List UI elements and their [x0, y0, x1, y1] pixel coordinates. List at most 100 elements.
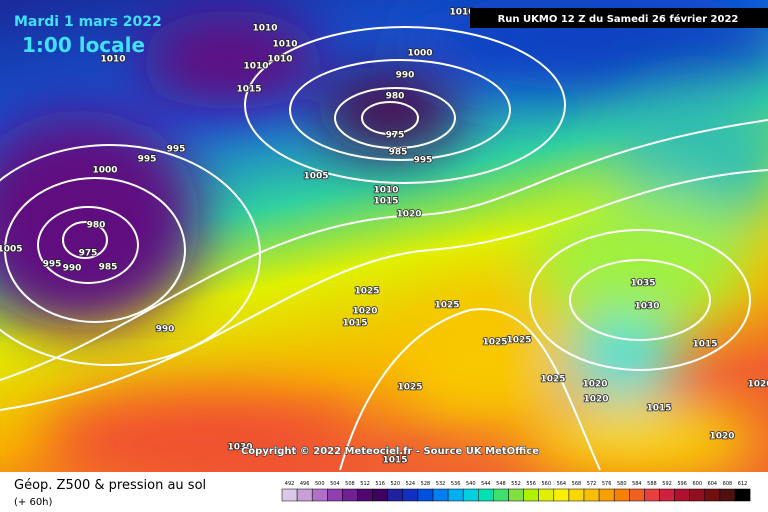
isobar-label: 1025	[354, 287, 379, 297]
isobar-label: 1010	[373, 186, 398, 196]
legend-swatch	[417, 488, 434, 502]
legend-swatch	[583, 488, 600, 502]
legend-level: 580	[617, 481, 627, 487]
legend-level: 608	[723, 481, 733, 487]
isobar-label: 1020	[352, 307, 377, 317]
legend-level: 596	[677, 481, 687, 487]
legend-level: 500	[315, 481, 325, 487]
isobar-label: 1010	[267, 55, 292, 65]
isobar-label: 1010	[252, 24, 277, 34]
isobar-label: 1000	[407, 49, 432, 59]
legend-level: 576	[602, 481, 612, 487]
isobar-label: 1025	[506, 336, 531, 346]
legend-swatch	[281, 488, 298, 502]
legend-swatch	[357, 488, 373, 502]
copyright: Copyright © 2022 Meteociel.fr - Source U…	[241, 446, 539, 457]
legend-level: 560	[541, 481, 551, 487]
legend-swatch	[478, 488, 494, 502]
legend-swatch	[659, 488, 675, 502]
run-info: Run UKMO 12 Z du Samedi 26 février 2022	[498, 13, 739, 25]
isobar-label: 1010	[100, 55, 125, 65]
isobar-label: 995	[167, 145, 186, 155]
isobar-label: 1010	[272, 40, 297, 50]
footer-lead: (+ 60h)	[14, 497, 53, 508]
isobar-label: 990	[396, 71, 415, 81]
legend-level: 604	[708, 481, 718, 487]
legend-swatch	[523, 488, 539, 502]
isobar-label: 985	[99, 263, 118, 273]
isobar-label: 990	[156, 325, 175, 335]
legend-level: 516	[375, 481, 385, 487]
isobar-label: 1025	[434, 301, 459, 311]
isobar-label: 1020	[582, 380, 607, 390]
isobar-label: 1015	[692, 340, 717, 350]
isobar-label: 1010	[243, 62, 268, 72]
legend-swatch	[719, 488, 736, 502]
isobar-labels: 1010101010101010101010101015100099098097…	[0, 7, 768, 467]
isobar-label: 980	[87, 221, 106, 231]
legend-level: 548	[496, 481, 506, 487]
legend-swatch	[296, 488, 313, 502]
legend-level: 540	[466, 481, 476, 487]
isobar-label: 1005	[303, 172, 328, 182]
legend-level: 556	[526, 481, 536, 487]
legend-level: 520	[390, 481, 400, 487]
legend-level: 572	[587, 481, 597, 487]
isobar-label: 1000	[92, 166, 117, 176]
legend-level: 536	[451, 481, 461, 487]
legend-swatch	[311, 488, 328, 502]
isobar-label: 995	[414, 156, 433, 166]
legend-level: 504	[330, 481, 340, 487]
isobar-label: 1015	[373, 197, 398, 207]
isobar-label: 985	[389, 148, 408, 158]
isobar-label: 1015	[382, 456, 407, 466]
legend-level: 600	[692, 481, 702, 487]
legend-level: 584	[632, 481, 642, 487]
legend-level: 564	[557, 481, 567, 487]
legend: 492 496 500 504 508 512 516 520 524 528 532 536 540 5…	[281, 481, 751, 502]
footer-title: Géop. Z500 & pression au sol	[14, 478, 206, 493]
legend-swatch	[538, 488, 555, 502]
legend-level: 552	[511, 481, 521, 487]
legend-swatch	[447, 488, 464, 502]
isobar-label: 1025	[540, 375, 565, 385]
isobar-label: 1015	[646, 404, 671, 414]
legend-level: 588	[647, 481, 657, 487]
legend-swatch	[598, 488, 615, 502]
legend-swatch	[432, 488, 449, 502]
isobar-label: 980	[386, 92, 405, 102]
isobar-label: 1035	[630, 279, 655, 289]
run-banner	[470, 8, 768, 28]
legend-swatch	[508, 488, 524, 502]
isobar-label: 995	[138, 155, 157, 165]
forecast-date: Mardi 1 mars 2022	[14, 14, 162, 30]
isobar-label: 1020	[583, 395, 608, 405]
isobar-label: 1010	[449, 8, 474, 18]
legend-level: 508	[345, 481, 355, 487]
legend-level: 568	[572, 481, 582, 487]
isobar-label: 1030	[227, 443, 252, 453]
legend-swatch	[342, 488, 358, 502]
legend-swatch	[462, 488, 479, 502]
legend-level: 544	[481, 481, 491, 487]
legend-swatch	[553, 488, 570, 502]
isobar-label: 1020	[747, 380, 768, 390]
isobar-label: 1025	[482, 338, 507, 348]
forecast-time: 1:00 locale	[22, 33, 145, 57]
legend-swatch	[629, 488, 645, 502]
isobar-label: 1020	[396, 210, 421, 220]
isobar-label: 1015	[342, 319, 367, 329]
legend-level: 592	[662, 481, 672, 487]
legend-level: 528	[421, 481, 431, 487]
legend-level: 512	[360, 481, 370, 487]
isobar-label: 975	[386, 131, 405, 141]
legend-level: 532	[436, 481, 446, 487]
legend-swatch	[493, 488, 509, 502]
legend-level: 524	[406, 481, 416, 487]
legend-level: 496	[300, 481, 310, 487]
isobar-label: 975	[79, 249, 98, 259]
legend-swatch	[689, 488, 706, 502]
legend-swatch	[704, 488, 721, 502]
legend-swatch	[568, 488, 585, 502]
